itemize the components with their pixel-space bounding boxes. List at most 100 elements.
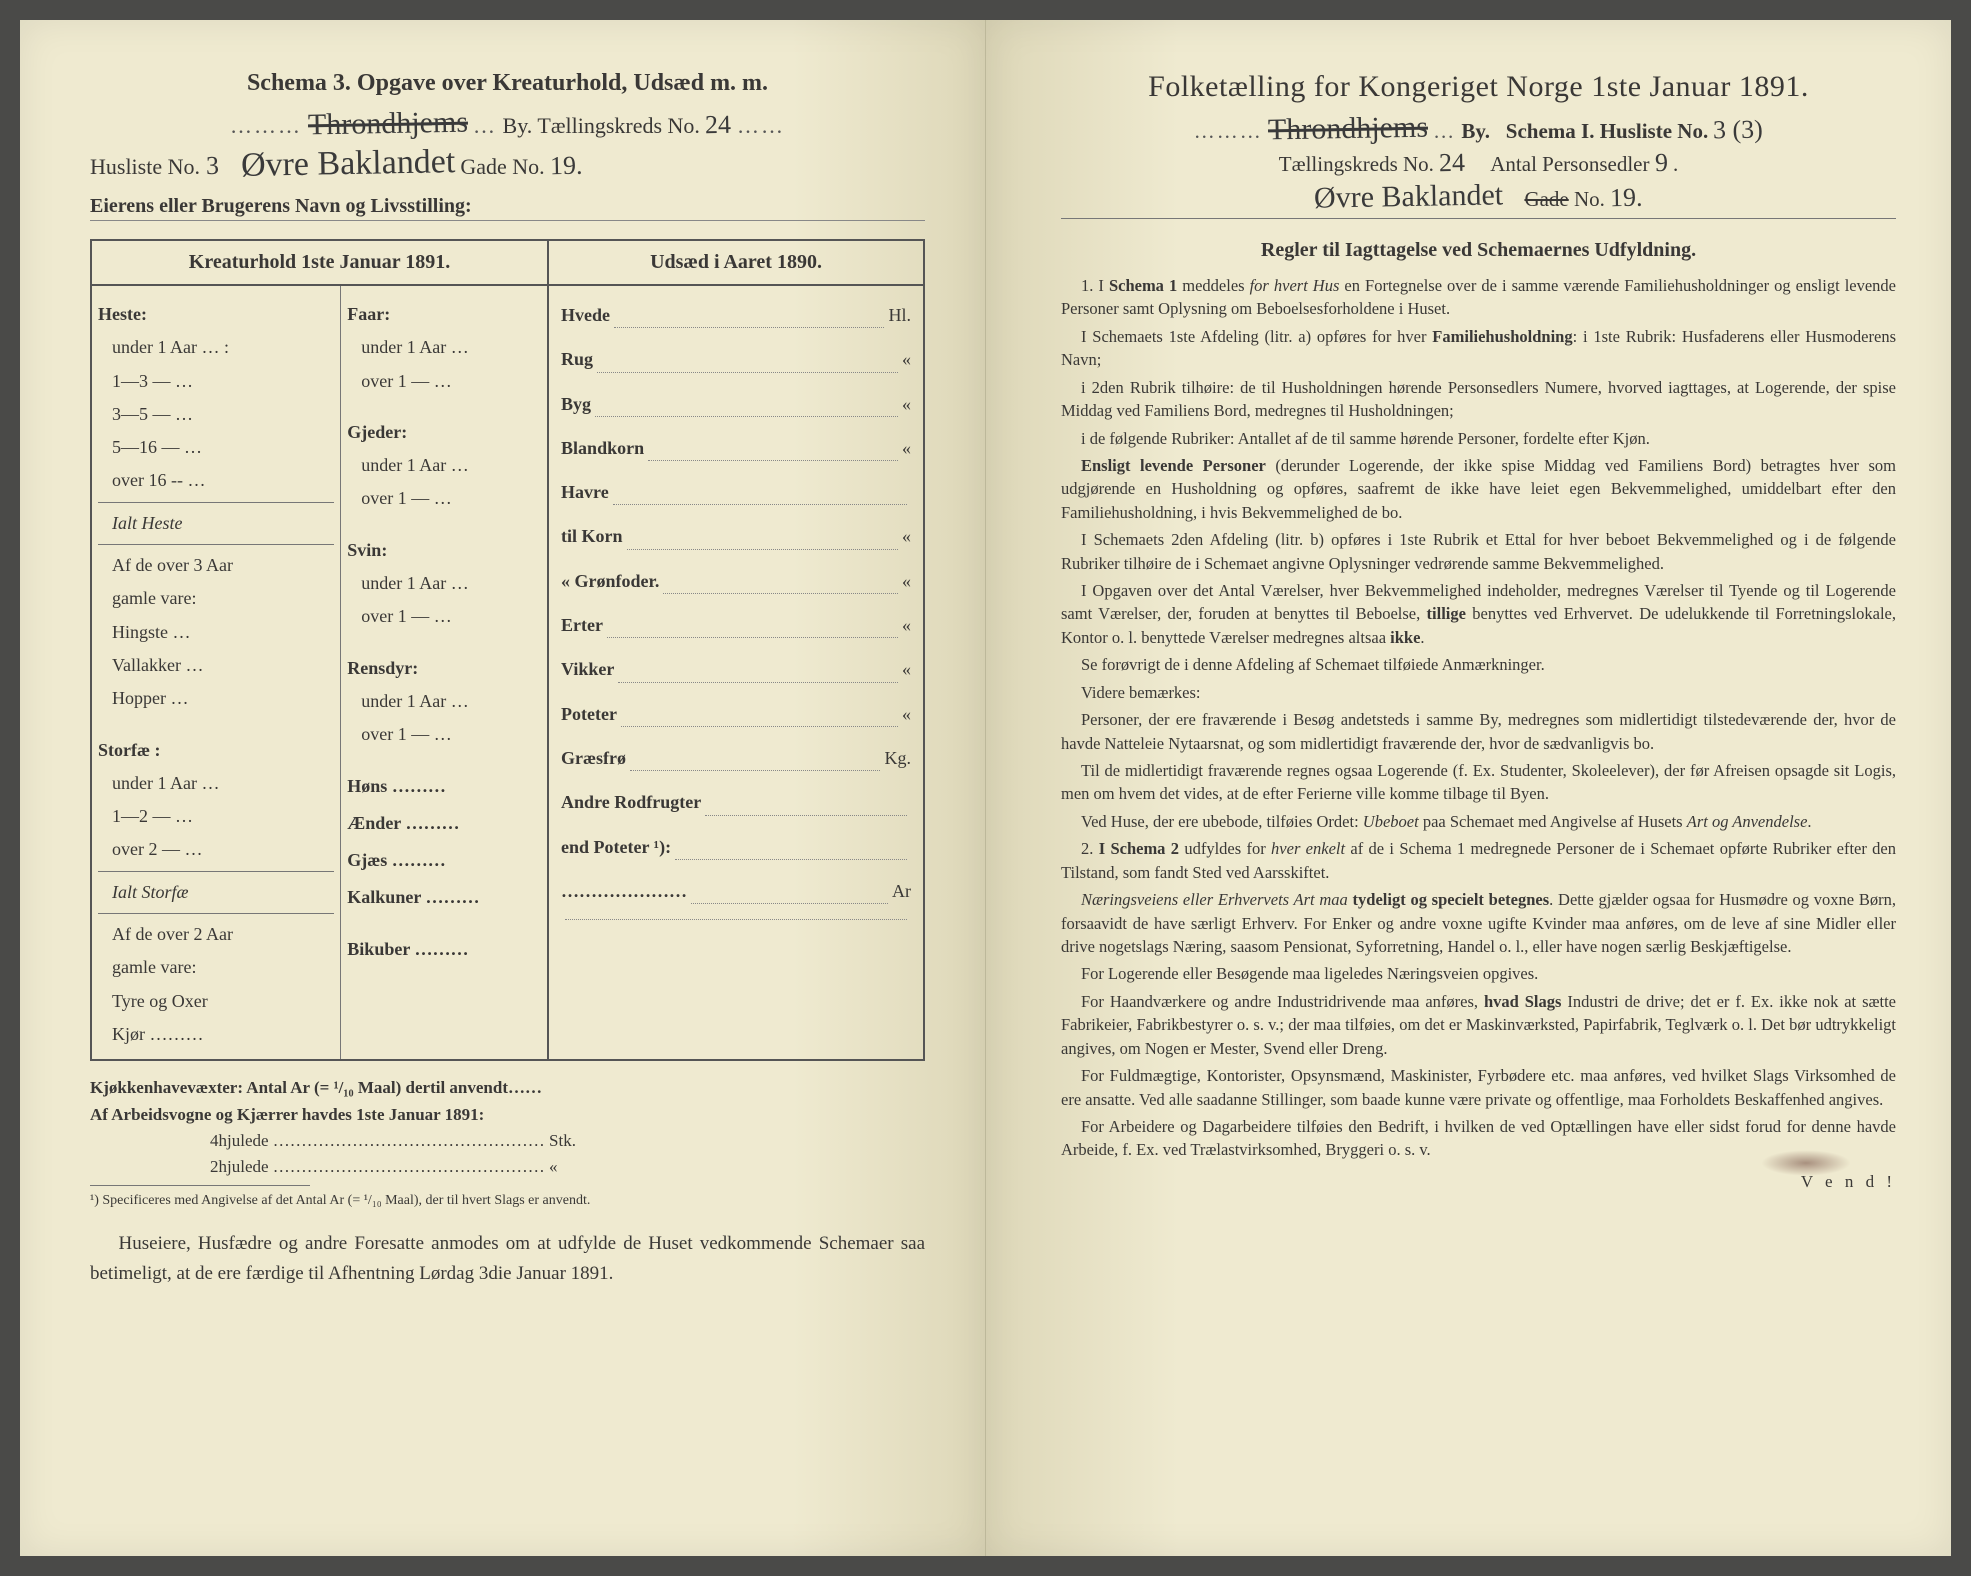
left-husliste-line: Husliste No. 3 Øvre Baklandet Gade No. 1… [90, 145, 925, 183]
udsaed-row: Rug« [555, 338, 917, 382]
udsaed-row [555, 914, 917, 930]
left-gade-no: 19. [550, 151, 583, 182]
left-street-hand: Øvre Baklandet [240, 143, 455, 185]
census-form-spread: Schema 3. Opgave over Kreaturhold, Udsæd… [20, 20, 1951, 1556]
rules-paragraph: Ved Huse, der ere ubebode, tilføies Orde… [1061, 810, 1896, 833]
udsaed-row: Erter« [555, 604, 917, 648]
rules-paragraph: I Opgaven over det Antal Værelser, hver … [1061, 579, 1896, 649]
heste-gamle: gamle vare: [98, 582, 334, 615]
left-husliste-no: 3 [205, 151, 219, 181]
udsaed-row: Poteter« [555, 693, 917, 737]
col2-single: Høns ……… [347, 770, 541, 803]
heste-r3: 5—16 — … [98, 431, 334, 464]
kreatur-table: Kreaturhold 1ste Januar 1891. Udsæd i Aa… [90, 239, 925, 1061]
right-title: Folketælling for Kongeriget Norge 1ste J… [1061, 70, 1896, 104]
udsaed-row: Vikker« [555, 648, 917, 692]
arbeid-line: Af Arbeidsvogne og Kjærrer havdes 1ste J… [90, 1105, 484, 1124]
col2-group-title: Svin: [347, 534, 541, 567]
right-line3: Øvre Baklandet Gade No. 19. [1061, 180, 1896, 214]
owner-label: Eierens eller Brugerens Navn og Livsstil… [90, 195, 925, 221]
husliste-label: Husliste No. [90, 154, 200, 179]
storfae-title: Storfæ : [98, 734, 334, 767]
closing-note: Huseiere, Husfædre og andre Foresatte an… [90, 1229, 925, 1288]
storfae-gamle: gamle vare: [98, 951, 334, 984]
right-line1: ……… Throndhjems … By. Schema I. Husliste… [1061, 112, 1896, 146]
left-city-hand: Throndhjems [307, 106, 468, 143]
right-city-hand: Throndhjems [1268, 111, 1429, 148]
col2-row: over 1 — … [347, 600, 541, 633]
footnote-1: ¹) Specificeres med Angivelse af det Ant… [90, 1190, 925, 1212]
storfae-s1: Kjør ……… [98, 1018, 334, 1051]
rules-paragraph: Ensligt levende Personer (derunder Loger… [1061, 454, 1896, 524]
udsaed-row: GræsfrøKg. [555, 737, 917, 781]
udsaed-row: HvedeHl. [555, 294, 917, 338]
right-antal-label: Antal Personsedler [1490, 152, 1649, 176]
right-schema-label: Schema I. Husliste No. [1506, 119, 1708, 143]
col2-row: under 1 Aar … [347, 449, 541, 482]
rules-paragraph: For Fuldmægtige, Kontorister, Opsynsmænd… [1061, 1064, 1896, 1111]
storfae-r1: 1—2 — … [98, 800, 334, 833]
right-page: Folketælling for Kongeriget Norge 1ste J… [986, 20, 1951, 1556]
col2-group-title: Rensdyr: [347, 652, 541, 685]
table-col3: HvedeHl.Rug«Byg«Blandkorn«Havre til Korn… [549, 286, 923, 1059]
rules-paragraph: Personer, der ere fraværende i Besøg and… [1061, 708, 1896, 755]
right-gade-struck: Gade [1524, 187, 1568, 211]
col2-group-title: Gjeder: [347, 416, 541, 449]
col-b-head: Udsæd i Aaret 1890. [549, 241, 923, 284]
left-gade-label: Gade No. [460, 154, 544, 179]
left-page: Schema 3. Opgave over Kreaturhold, Udsæd… [20, 20, 986, 1556]
udsaed-row: til Korn« [555, 515, 917, 559]
col-a-head: Kreaturhold 1ste Januar 1891. [92, 241, 549, 284]
rules-paragraph: Se forøvrigt de i denne Afdeling af Sche… [1061, 653, 1896, 676]
storfae-r0: under 1 Aar … [98, 767, 334, 800]
heste-r0: under 1 Aar … : [98, 331, 334, 364]
right-kreds-no: 24 [1439, 148, 1466, 178]
rules-paragraph: i de følgende Rubriker: Antallet af de t… [1061, 427, 1896, 450]
heste-af3: Af de over 3 Aar [98, 549, 334, 582]
rules-paragraph: I Schemaets 2den Afdeling (litr. b) opfø… [1061, 528, 1896, 575]
left-city-label-post: By. Tællingskreds No. [503, 113, 700, 138]
rules-paragraph: For Logerende eller Besøgende maa ligele… [1061, 962, 1896, 985]
rules-paragraph: Videre bemærkes: [1061, 681, 1896, 704]
udsaed-row: …………………Ar [555, 870, 917, 914]
table-col1: Heste: under 1 Aar … : 1—3 — … 3—5 — … 5… [92, 286, 341, 1059]
table-col2: Faar:under 1 Aar …over 1 — …Gjeder:under… [341, 286, 549, 1059]
heste-title: Heste: [98, 298, 334, 331]
col2-row: over 1 — … [347, 365, 541, 398]
rules-paragraph: Til de midlertidigt fraværende regnes og… [1061, 759, 1896, 806]
vend-label: V e n d ! [1061, 1172, 1896, 1192]
right-by: By. [1461, 119, 1490, 143]
hjul4: 4hjulede ………………………………………… Stk. [90, 1128, 925, 1154]
left-kreds-no: 24 [705, 110, 732, 140]
col2-single [347, 915, 541, 929]
right-street-hand: Øvre Baklandet [1314, 178, 1504, 215]
storfae-ialt: Ialt Storfæ [98, 876, 334, 909]
right-husliste-no: 3 (3) [1713, 115, 1763, 146]
heste-s1: Vallakker … [98, 649, 334, 682]
col2-group-title: Faar: [347, 298, 541, 331]
right-gade-no-label: No. [1574, 187, 1605, 211]
rules-body: 1. I Schema 1 meddeles for hvert Hus en … [1061, 274, 1896, 1162]
col2-single: Bikuber ……… [347, 933, 541, 966]
storfae-s0: Tyre og Oxer [98, 985, 334, 1018]
col2-single: Kalkuner ……… [347, 881, 541, 914]
heste-s0: Hingste … [98, 616, 334, 649]
right-kreds-label: Tællingskreds No. [1279, 152, 1434, 176]
col2-row: under 1 Aar … [347, 567, 541, 600]
udsaed-row: end Poteter ¹): [555, 826, 917, 870]
right-gade-no: 19. [1610, 183, 1643, 214]
storfae-r2: over 2 — … [98, 833, 334, 866]
udsaed-row: Havre [555, 471, 917, 515]
rules-paragraph: Næringsveiens eller Erhvervets Art maa t… [1061, 888, 1896, 958]
rules-paragraph: i 2den Rubrik tilhøire: de til Husholdni… [1061, 376, 1896, 423]
heste-r1: 1—3 — … [98, 365, 334, 398]
hjul2: 2hjulede ………………………………………… « [90, 1154, 925, 1180]
rules-paragraph: 1. I Schema 1 meddeles for hvert Hus en … [1061, 274, 1896, 321]
heste-r4: over 16 -- … [98, 464, 334, 497]
schema3-title: Schema 3. Opgave over Kreaturhold, Udsæd… [90, 70, 925, 97]
col2-row: under 1 Aar … [347, 685, 541, 718]
right-line2: Tællingskreds No. 24 Antal Personsedler … [1061, 148, 1896, 178]
udsaed-row: Byg« [555, 383, 917, 427]
rules-paragraph: 2. I Schema 2 udfyldes for hver enkelt a… [1061, 837, 1896, 884]
udsaed-row: Blandkorn« [555, 427, 917, 471]
